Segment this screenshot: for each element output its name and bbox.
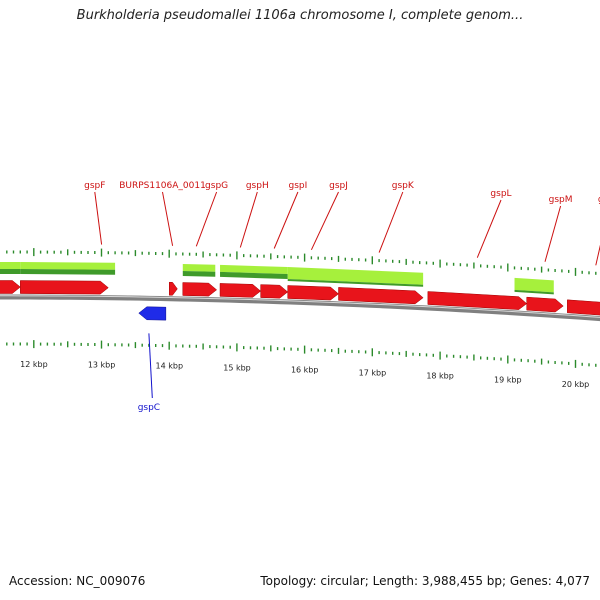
- forward-gene-arrow[interactable]: [427, 291, 528, 310]
- gene-label-gspc[interactable]: gspC: [138, 403, 160, 413]
- scale-label: 13 kbp: [88, 361, 116, 370]
- scale-label: 16 kbp: [291, 366, 319, 375]
- gene-label-leader: [310, 191, 339, 251]
- feature-bar-light[interactable]: [287, 266, 424, 285]
- scale-label: 17 kbp: [359, 368, 387, 377]
- gene-label-gspj[interactable]: gspJ: [329, 181, 348, 191]
- feature-track-layer: [0, 262, 554, 295]
- scale-label: 12 kbp: [20, 360, 48, 369]
- feature-bar-edge: [514, 289, 554, 295]
- gene-label-leader: [195, 191, 218, 247]
- gene-label-leader: [162, 191, 174, 246]
- gene-label-leader: [94, 191, 103, 245]
- feature-bar-edge: [287, 278, 424, 287]
- scale-ticks-layer: 12 kbp 13 kbp 14 kbp 15 kbp 16 kbp 17 kbp 18 k…: [6, 248, 597, 389]
- map-title: Burkholderia pseudomallei 1106a chromoso…: [76, 8, 524, 23]
- scale-label: 20 kbp: [562, 380, 590, 389]
- forward-gene-arrow[interactable]: [338, 287, 424, 305]
- gene-label-gspi[interactable]: gspI: [289, 181, 308, 191]
- forward-gene-arrow[interactable]: [169, 281, 178, 296]
- reverse-gene-arrow[interactable]: [138, 306, 167, 321]
- forward-gene-arrow[interactable]: [567, 299, 600, 316]
- scale-label: 19 kbp: [494, 376, 522, 385]
- topology-text: Topology: circular; Length: 3,988,455 bp…: [260, 574, 590, 588]
- scale-label: 14 kbp: [156, 362, 184, 371]
- feature-bar-light[interactable]: [514, 277, 554, 293]
- feature-bar-light[interactable]: [220, 264, 288, 274]
- scale-label: 15 kbp: [223, 363, 251, 372]
- genome-backbone: [0, 294, 600, 322]
- gene-label-gspk[interactable]: gspK: [392, 181, 415, 191]
- forward-gene-arrow[interactable]: [260, 284, 289, 299]
- gene-label-layer: gspF BURPS1106A_0011 gspG gspH gspI gspJ gspK g…: [84, 181, 600, 413]
- scale-label: 18 kbp: [426, 372, 454, 381]
- forward-gene-arrow[interactable]: [0, 280, 21, 294]
- feature-bar-light[interactable]: [20, 262, 116, 270]
- forward-gene-arrow[interactable]: [287, 285, 339, 301]
- gene-label-gspg[interactable]: gspG: [205, 181, 228, 191]
- gene-label-leader: [476, 199, 502, 258]
- forward-gene-arrow[interactable]: [182, 282, 218, 297]
- gene-label-gspf[interactable]: gspF: [84, 181, 105, 191]
- feature-bar-dark[interactable]: [182, 271, 216, 277]
- gene-label-leader: [273, 191, 299, 249]
- forward-gene-arrow[interactable]: [526, 296, 564, 313]
- gene-label-gspn[interactable]: gspN: [598, 195, 600, 205]
- feature-bar-light[interactable]: [0, 262, 21, 270]
- gene-label-leader: [544, 205, 562, 262]
- feature-bar-light[interactable]: [182, 264, 216, 272]
- accession-text: Accession: NC_009076: [9, 574, 146, 588]
- gene-label-leader: [239, 191, 258, 248]
- gene-label-gsph[interactable]: gspH: [246, 181, 269, 191]
- gene-label-gspm[interactable]: gspM: [549, 195, 573, 205]
- forward-gene-arrow[interactable]: [20, 280, 109, 295]
- gene-label-burps1106a_0011[interactable]: BURPS1106A_0011: [119, 181, 206, 191]
- feature-bar-dark[interactable]: [0, 269, 21, 275]
- gene-label-leader: [378, 191, 404, 253]
- genome-backbone-highlight: [0, 295, 600, 318]
- forward-gene-arrow[interactable]: [219, 283, 262, 298]
- backbone-layer: [0, 294, 600, 322]
- feature-bar-dark[interactable]: [220, 271, 288, 279]
- gene-track-layer: [0, 280, 600, 321]
- gene-label-leader: [595, 244, 600, 266]
- gene-label-leader: [148, 333, 153, 399]
- feature-bar-dark[interactable]: [20, 269, 116, 275]
- gene-label-gspl[interactable]: gspL: [490, 189, 511, 199]
